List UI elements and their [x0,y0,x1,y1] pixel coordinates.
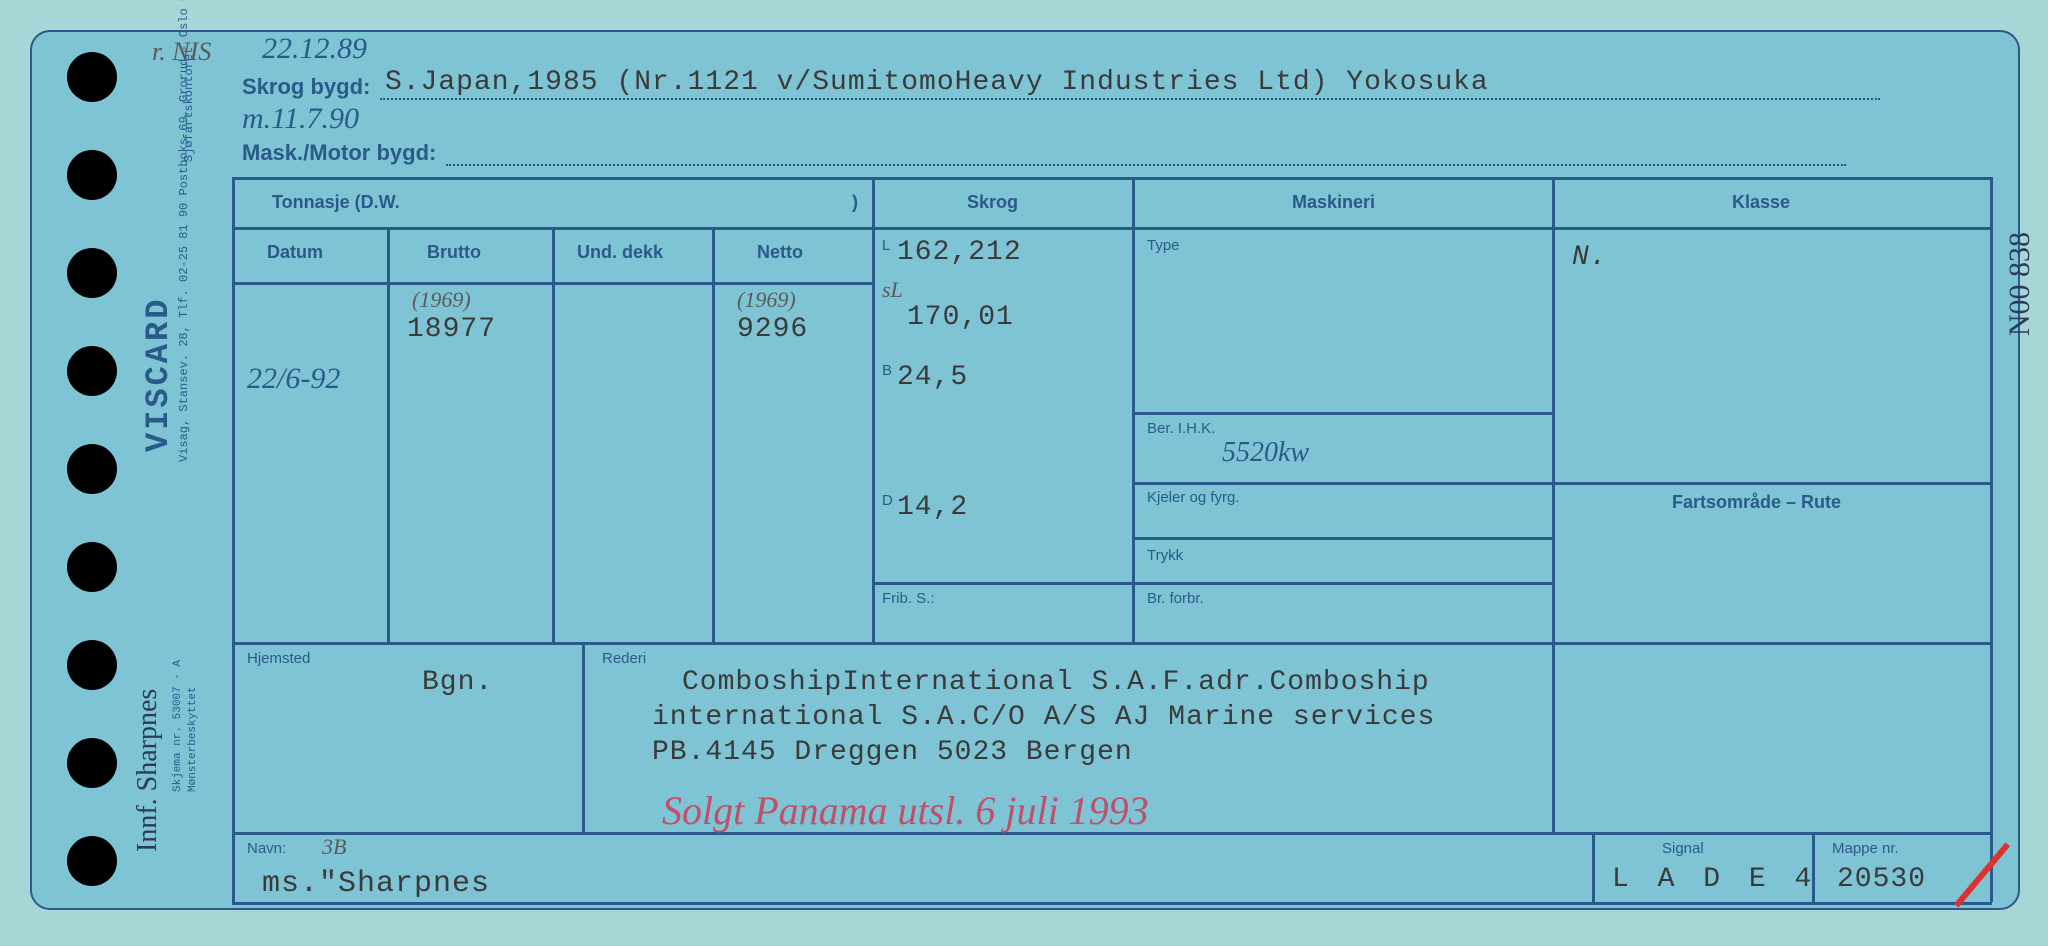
side-hand-note: Innf. Sharpnes [132,689,164,852]
navn-value: ms."Sharpnes [262,867,490,901]
red-mark [1954,842,2010,907]
label-navn: Navn: [247,840,286,857]
rederi-line2: international S.A.C/O A/S AJ Marine serv… [652,702,1435,733]
netto-note: (1969) [737,287,796,313]
label-frib: Frib. S.: [882,590,935,607]
brutto-value: 18977 [407,314,496,345]
label-hjemsted: Hjemsted [247,650,310,667]
ihk-value: 5520kw [1222,437,1309,469]
hand-date-top: 22.12.89 [262,32,367,66]
L-value: 162,212 [897,237,1022,268]
label-skrog-bygd: Skrog bygd: [242,74,370,99]
hdr-netto: Netto [757,242,803,263]
punch-holes [67,52,117,886]
brand-viscard: VISCARD [140,297,177,452]
hjemsted-value: Bgn. [422,667,493,698]
hand-note-nis: r. NIS [152,37,211,67]
form-number: Skjema nr. 53007 - A [172,660,184,792]
sold-note: Solgt Panama utsl. 6 juli 1993 [662,787,1149,834]
label-type: Type [1147,237,1180,254]
pattern-protected: Mønsterbeskyttet [187,686,199,792]
klasse-value: N. [1572,242,1608,273]
sL-label: sL [882,277,903,303]
label-mask-motor: Mask./Motor bygd: [242,140,436,165]
brutto-note: (1969) [412,287,471,313]
side-number-hand: N00 838 [2003,232,2037,336]
hdr-maskineri: Maskineri [1292,192,1375,213]
label-fartsomrade: Fartsområde – Rute [1672,492,1841,513]
label-br-forbr: Br. forbr. [1147,590,1204,607]
hdr-tonnasje: Tonnasje (D.W. [272,192,400,213]
record-card: VISCARD Visag, Stansev. 28, Tlf. 02-25 8… [30,30,2020,910]
signal-value: L A D E 4 [1612,864,1817,895]
rederi-line3: PB.4145 Dreggen 5023 Bergen [652,737,1133,768]
netto-value: 9296 [737,314,808,345]
B-value: 24,5 [897,362,968,393]
hdr-klasse: Klasse [1732,192,1790,213]
label-ihk: Ber. I.H.K. [1147,420,1215,437]
hdr-brutto: Brutto [427,242,481,263]
datum-hand: 22/6-92 [247,362,340,396]
label-trykk: Trykk [1147,547,1183,564]
sL-value: 170,01 [907,302,1014,333]
hand-date-m: m.11.7.90 [242,102,359,136]
label-rederi: Rederi [602,650,646,667]
navn-prefix: 3B [322,834,346,860]
D-value: 14,2 [897,492,968,523]
hdr-tonnasje-close: ) [852,192,858,213]
label-mappe: Mappe nr. [1832,840,1899,857]
hdr-datum: Datum [267,242,323,263]
label-kjeler: Kjeler og fyrg. [1147,490,1240,507]
label-signal: Signal [1662,840,1704,857]
rederi-line1: ComboshipInternational S.A.F.adr.Combosh… [682,667,1430,698]
card-content: r. NIS 22.12.89 Skrog bygd: S.Japan,1985… [212,42,1998,898]
hdr-und-dekk: Und. dekk [577,242,663,263]
mappe-value: 20530 [1837,864,1926,895]
value-skrog-bygd: S.Japan,1985 (Nr.1121 v/SumitomoHeavy In… [380,67,1880,100]
hdr-skrog: Skrog [967,192,1018,213]
